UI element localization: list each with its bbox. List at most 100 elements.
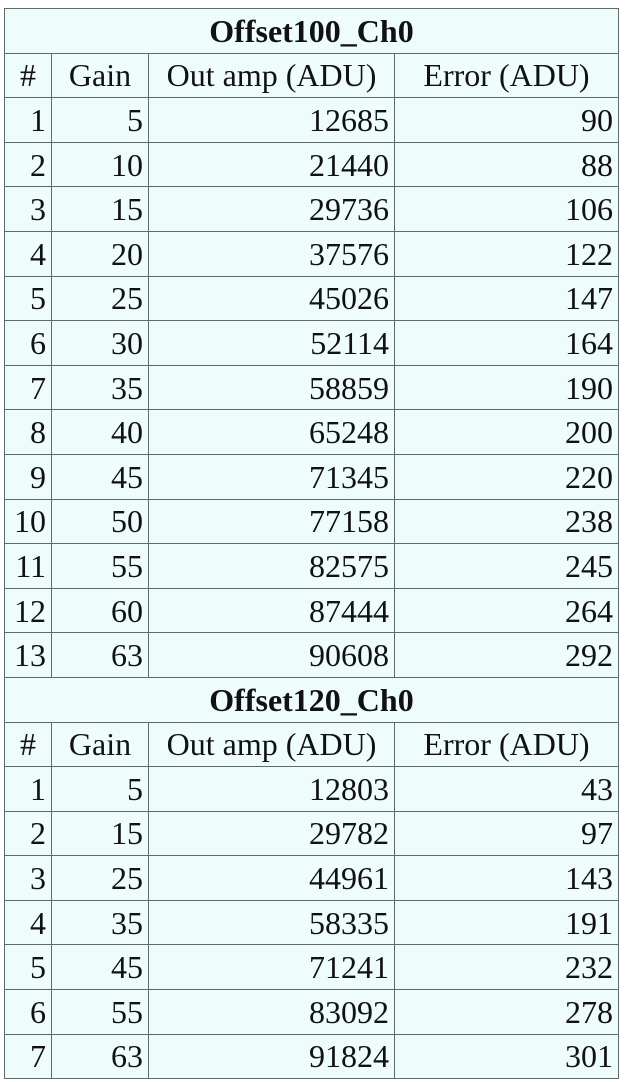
cell-index: 13 [4,632,52,678]
column-header-error: Error (ADU) [394,721,619,768]
table-row: 5 45 71241 232 [4,944,619,991]
table-row: 12 60 87444 264 [4,587,619,634]
column-header-gain: Gain [51,721,149,768]
section-title: Offset100_Ch0 [4,8,619,54]
cell-out-amp: 58335 [148,899,395,946]
cell-index: 3 [4,855,52,901]
table-row: 2 15 29782 97 [4,810,619,857]
cell-out-amp: 71241 [148,944,395,991]
cell-error: 88 [394,141,619,188]
cell-gain: 20 [51,230,149,277]
cell-out-amp: 29782 [148,810,395,857]
cell-error: 190 [394,364,619,411]
cell-out-amp: 83092 [148,989,395,1035]
cell-error: 106 [394,186,619,232]
cell-out-amp: 37576 [148,230,395,277]
column-header-index: # [4,721,52,768]
table-row: 4 35 58335 191 [4,899,619,946]
cell-out-amp: 91824 [148,1033,395,1080]
cell-gain: 40 [51,409,149,455]
cell-out-amp: 58859 [148,364,395,411]
cell-error: 232 [394,944,619,991]
cell-gain: 25 [51,275,149,322]
table-row: 6 55 83092 278 [4,989,619,1035]
cell-error: 264 [394,587,619,634]
cell-error: 238 [394,498,619,545]
cell-error: 292 [394,632,619,678]
cell-out-amp: 77158 [148,498,395,545]
cell-out-amp: 65248 [148,409,395,455]
cell-out-amp: 82575 [148,543,395,589]
cell-index: 7 [4,1033,52,1080]
cell-out-amp: 12803 [148,766,395,812]
table-row: 11 55 82575 245 [4,543,619,589]
column-header-row: # Gain Out amp (ADU) Error (ADU) [4,52,619,99]
cell-error: 200 [394,409,619,455]
gain-table-container: Offset100_Ch0 # Gain Out amp (ADU) Error (AD… [4,8,619,1080]
column-header-index: # [4,52,52,99]
cell-index: 6 [4,320,52,366]
cell-error: 220 [394,453,619,500]
cell-index: 1 [4,97,52,143]
cell-error: 245 [394,543,619,589]
section-title: Offset120_Ch0 [4,676,619,723]
cell-gain: 45 [51,944,149,991]
cell-out-amp: 52114 [148,320,395,366]
table-row: 4 20 37576 122 [4,230,619,277]
cell-index: 9 [4,453,52,500]
cell-error: 191 [394,899,619,946]
cell-gain: 15 [51,810,149,857]
table-row: 9 45 71345 220 [4,453,619,500]
cell-error: 164 [394,320,619,366]
table-row: 8 40 65248 200 [4,409,619,455]
cell-out-amp: 12685 [148,97,395,143]
cell-index: 3 [4,186,52,232]
cell-gain: 63 [51,1033,149,1080]
table-row: 6 30 52114 164 [4,320,619,366]
cell-out-amp: 45026 [148,275,395,322]
cell-error: 90 [394,97,619,143]
cell-out-amp: 87444 [148,587,395,634]
gain-data-table: Offset100_Ch0 # Gain Out amp (ADU) Error (AD… [4,8,619,1080]
table-row: 1 5 12803 43 [4,766,619,812]
cell-gain: 15 [51,186,149,232]
cell-out-amp: 44961 [148,855,395,901]
cell-index: 5 [4,275,52,322]
cell-gain: 30 [51,320,149,366]
cell-index: 12 [4,587,52,634]
column-header-out-amp: Out amp (ADU) [148,721,395,768]
column-header-error: Error (ADU) [394,52,619,99]
cell-index: 4 [4,230,52,277]
cell-out-amp: 21440 [148,141,395,188]
cell-index: 6 [4,989,52,1035]
table-row: 1 5 12685 90 [4,97,619,143]
cell-index: 2 [4,810,52,857]
table-row: 13 63 90608 292 [4,632,619,678]
cell-gain: 35 [51,364,149,411]
column-header-out-amp: Out amp (ADU) [148,52,395,99]
cell-gain: 55 [51,543,149,589]
cell-out-amp: 29736 [148,186,395,232]
cell-index: 7 [4,364,52,411]
cell-gain: 5 [51,97,149,143]
cell-index: 8 [4,409,52,455]
table-row: 7 63 91824 301 [4,1033,619,1080]
table-row: 3 25 44961 143 [4,855,619,901]
cell-gain: 5 [51,766,149,812]
cell-out-amp: 90608 [148,632,395,678]
table-row: 5 25 45026 147 [4,275,619,322]
cell-gain: 10 [51,141,149,188]
table-row: 7 35 58859 190 [4,364,619,411]
table-row: 3 15 29736 106 [4,186,619,232]
cell-index: 2 [4,141,52,188]
cell-error: 147 [394,275,619,322]
section-title-row: Offset100_Ch0 [4,8,619,54]
cell-index: 11 [4,543,52,589]
cell-error: 278 [394,989,619,1035]
column-header-gain: Gain [51,52,149,99]
cell-gain: 60 [51,587,149,634]
cell-error: 43 [394,766,619,812]
cell-error: 301 [394,1033,619,1080]
cell-error: 122 [394,230,619,277]
column-header-row: # Gain Out amp (ADU) Error (ADU) [4,721,619,768]
